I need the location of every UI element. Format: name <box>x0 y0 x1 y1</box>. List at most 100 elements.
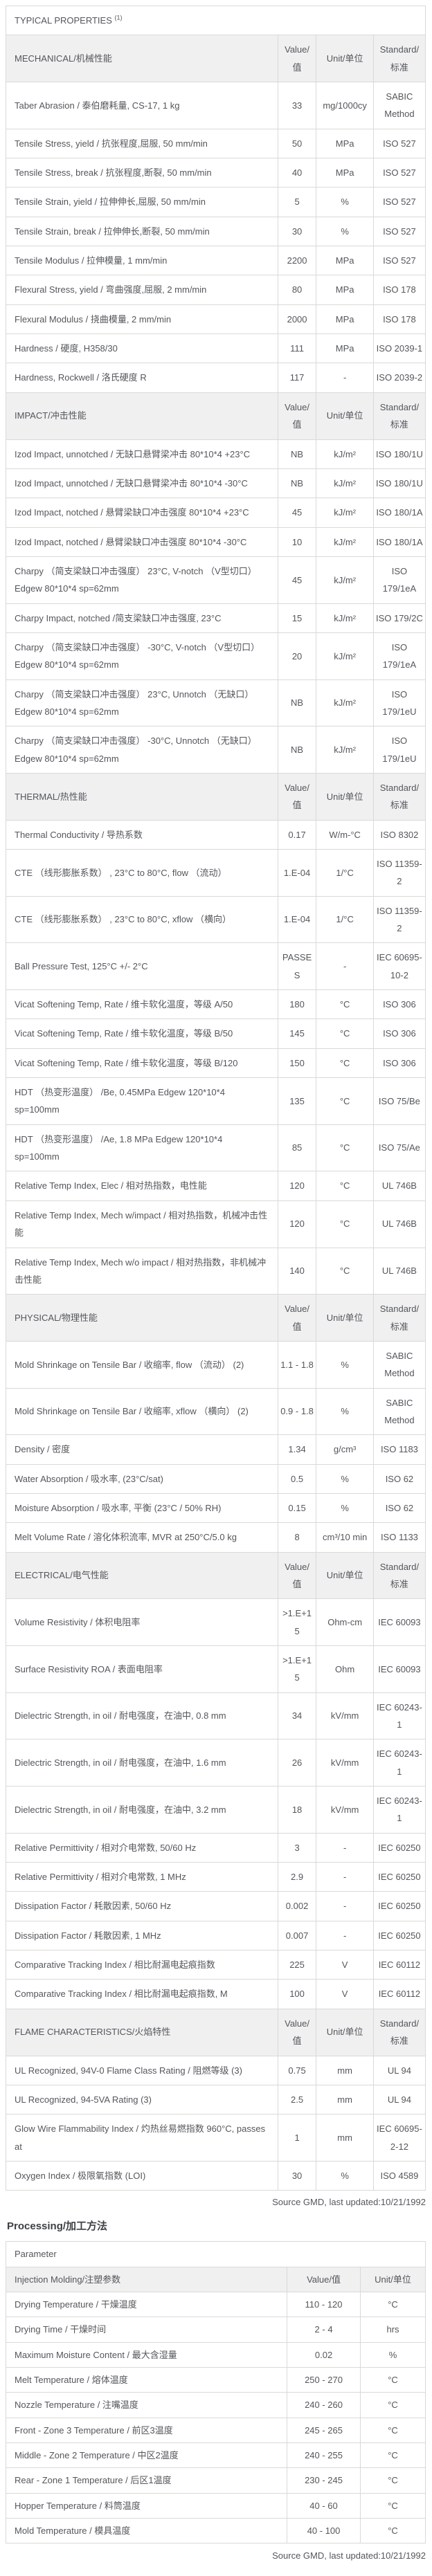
processing-header-label: Injection Molding/注塑参数 <box>5 2266 288 2292</box>
value-cell: 10 <box>277 527 317 557</box>
unit-cell: MPa <box>316 275 374 305</box>
standard-header-cell: Standard/标准 <box>372 35 426 83</box>
unit-cell: kJ/m² <box>316 439 374 469</box>
standard-cell: ISO 180/1A <box>372 527 426 557</box>
processing-table: Parameter Injection Molding/注塑参数 Value/值… <box>5 2241 426 2544</box>
property-row: HDT （热变形温度） /Ae, 1.8 MPa Edgew 120*10*4 … <box>6 1124 426 1172</box>
property-row: Vicat Softening Temp, Rate / 维卡软化温度，等级 B… <box>6 1048 426 1079</box>
value-cell: 0.007 <box>277 1920 317 1951</box>
property-cell: CTE （线形膨胀系数） , 23°C to 80°C, xflow （横向） <box>6 895 278 944</box>
value-cell: 250 - 270 <box>287 2366 361 2393</box>
property-cell: Flexural Modulus / 挠曲模量, 2 mm/min <box>6 304 278 335</box>
value-cell: 0.9 - 1.8 <box>277 1387 317 1436</box>
property-row: Dielectric Strength, in oil / 耐电强度，在油中, … <box>6 1739 426 1787</box>
unit-cell: kJ/m² <box>316 679 374 727</box>
unit-cell: 1/°C <box>316 849 374 897</box>
section-label-cell: MECHANICAL/机械性能 <box>6 35 278 83</box>
property-row: Hardness / 硬度, H358/30 111 MPa ISO 2039-1 <box>6 334 426 364</box>
property-row: Comparative Tracking Index / 相比耐漏电起痕指数, … <box>6 1979 426 2009</box>
unit-cell: kJ/m² <box>316 556 374 604</box>
property-row: Flexural Modulus / 挠曲模量, 2 mm/min 2000 MPa… <box>6 304 426 335</box>
standard-cell: ISO 1133 <box>372 1522 426 1553</box>
source-note: Source GMD, last updated:10/21/1992 <box>272 2197 426 2208</box>
unit-cell: - <box>316 1920 374 1951</box>
property-cell: Izod Impact, unnotched / 无缺口悬臂梁冲击 80*10*… <box>6 439 278 469</box>
standard-cell: UL 94 <box>372 2084 426 2115</box>
value-cell: 1.1 - 1.8 <box>277 1340 317 1389</box>
standard-cell: ISO 178 <box>372 275 426 305</box>
property-row: Glow Wire Flammability Index / 灼热丝易燃指数 9… <box>6 2114 426 2162</box>
value-cell: 240 - 255 <box>287 2442 361 2469</box>
property-cell: Dielectric Strength, in oil / 耐电强度，在油中, … <box>6 1692 278 1740</box>
property-row: Volume Resistivity / 体积电阻率 >1.E+15 Ohm-cm I… <box>6 1598 426 1646</box>
property-cell: Relative Temp Index, Mech w/o impact / 相… <box>6 1247 278 1295</box>
property-cell: Thermal Conductivity / 导热系数 <box>6 819 278 850</box>
property-row: Oxygen Index / 极限氧指数 (LOI) 30% ISO 4589 <box>6 2160 426 2191</box>
standard-cell: ISO 11359-2 <box>372 849 426 897</box>
standard-cell: UL 94 <box>372 2055 426 2085</box>
unit-cell: °C <box>316 1048 374 1079</box>
unit-cell: % <box>316 1387 374 1436</box>
property-row: Relative Temp Index, Mech w/o impact / 相… <box>6 1247 426 1295</box>
property-row: Water Absorption / 吸水率, (23°C/sat) 0.5% IS… <box>6 1463 426 1494</box>
standard-cell: ISO 527 <box>372 187 426 217</box>
standard-header-cell: Standard/标准 <box>372 1551 426 1600</box>
property-cell: Volume Resistivity / 体积电阻率 <box>6 1598 278 1646</box>
standard-cell: ISO 4589 <box>372 2160 426 2191</box>
standard-cell: UL 746B <box>372 1247 426 1295</box>
value-cell: 45 <box>277 556 317 604</box>
property-cell: Vicat Softening Temp, Rate / 维卡软化温度，等级 B… <box>6 1018 278 1049</box>
value-header-cell: Value/值 <box>277 1551 317 1600</box>
processing-row: Hopper Temperature / 料筒温度 40 - 60 °C <box>5 2492 426 2519</box>
property-row: Relative Permittivity / 相对介电常数, 50/60 Hz… <box>6 1832 426 1863</box>
standard-cell: ISO 179/2C <box>372 603 426 633</box>
value-cell: 110 - 120 <box>287 2291 361 2318</box>
property-cell: Izod Impact, unnotched / 无缺口悬臂梁冲击 80*10*… <box>6 468 278 499</box>
property-cell: Drying Temperature / 干燥温度 <box>5 2291 288 2318</box>
standard-cell: ISO 306 <box>372 989 426 1020</box>
value-cell: 120 <box>277 1200 317 1248</box>
value-cell: 0.15 <box>277 1492 317 1524</box>
standard-cell: ISO 179/1eA <box>372 556 426 604</box>
standard-cell: ISO 75/Ae <box>372 1124 426 1172</box>
unit-cell: °C <box>360 2492 426 2519</box>
source-note-bottom: Source GMD, last updated:10/21/1992 <box>272 2550 426 2561</box>
property-row: Charpy （简支梁缺口冲击强度） 23°C, Unnotch （无缺口） E… <box>6 679 426 727</box>
standard-cell: IEC 60112 <box>372 1979 426 2009</box>
unit-cell: - <box>316 1862 374 1892</box>
property-row: CTE （线形膨胀系数） , 23°C to 80°C, xflow （横向） 1… <box>6 895 426 944</box>
unit-cell: hrs <box>360 2317 426 2343</box>
value-cell: 50 <box>277 128 317 159</box>
property-row: CTE （线形膨胀系数） , 23°C to 80°C, flow （流动） 1.… <box>6 849 426 897</box>
unit-cell: °C <box>316 989 374 1020</box>
property-cell: Tensile Stress, yield / 抗张程度,屈服, 50 mm/m… <box>6 128 278 159</box>
value-cell: 2000 <box>277 304 317 335</box>
value-cell: 8 <box>277 1522 317 1553</box>
unit-cell: V <box>316 1979 374 2009</box>
property-cell: Glow Wire Flammability Index / 灼热丝易燃指数 9… <box>6 2114 278 2162</box>
section-label-cell: ELECTRICAL/电气性能 <box>6 1551 278 1600</box>
unit-cell: °C <box>360 2517 426 2544</box>
value-cell: 140 <box>277 1247 317 1295</box>
processing-row: Front - Zone 3 Temperature / 前区3温度 245 - … <box>5 2417 426 2443</box>
value-cell: 1.34 <box>277 1434 317 1465</box>
value-cell: 5 <box>277 187 317 217</box>
property-row: Tensile Modulus / 拉伸模量, 1 mm/min 2200 MPa I… <box>6 246 426 276</box>
value-cell: 33 <box>277 82 317 129</box>
value-cell: 120 <box>277 1171 317 1201</box>
value-cell: 3 <box>277 1832 317 1863</box>
value-header-cell: Value/值 <box>277 1294 317 1342</box>
property-row: Izod Impact, unnotched / 无缺口悬臂梁冲击 80*10*… <box>6 439 426 469</box>
unit-cell: kJ/m² <box>316 527 374 557</box>
processing-row: Middle - Zone 2 Temperature / 中区2温度 240 -… <box>5 2442 426 2469</box>
property-cell: Relative Temp Index, Elec / 相对热指数，电性能 <box>6 1171 278 1201</box>
property-cell: Ball Pressure Test, 125°C +/- 2°C <box>6 942 278 991</box>
unit-cell: cm³/10 min <box>316 1522 374 1553</box>
standard-cell: IEC 60243-1 <box>372 1692 426 1740</box>
standard-cell: ISO 2039-1 <box>372 334 426 364</box>
property-cell: Tensile Strain, yield / 拉伸伸长,屈服, 50 mm/m… <box>6 187 278 217</box>
standard-cell: ISO 306 <box>372 1018 426 1049</box>
property-row: Dielectric Strength, in oil / 耐电强度，在油中, … <box>6 1786 426 1834</box>
property-row: Charpy （简支梁缺口冲击强度） -30°C, V-notch （V型切口）… <box>6 632 426 680</box>
processing-row: Maximum Moisture Content / 最大含湿量 0.02% <box>5 2341 426 2368</box>
